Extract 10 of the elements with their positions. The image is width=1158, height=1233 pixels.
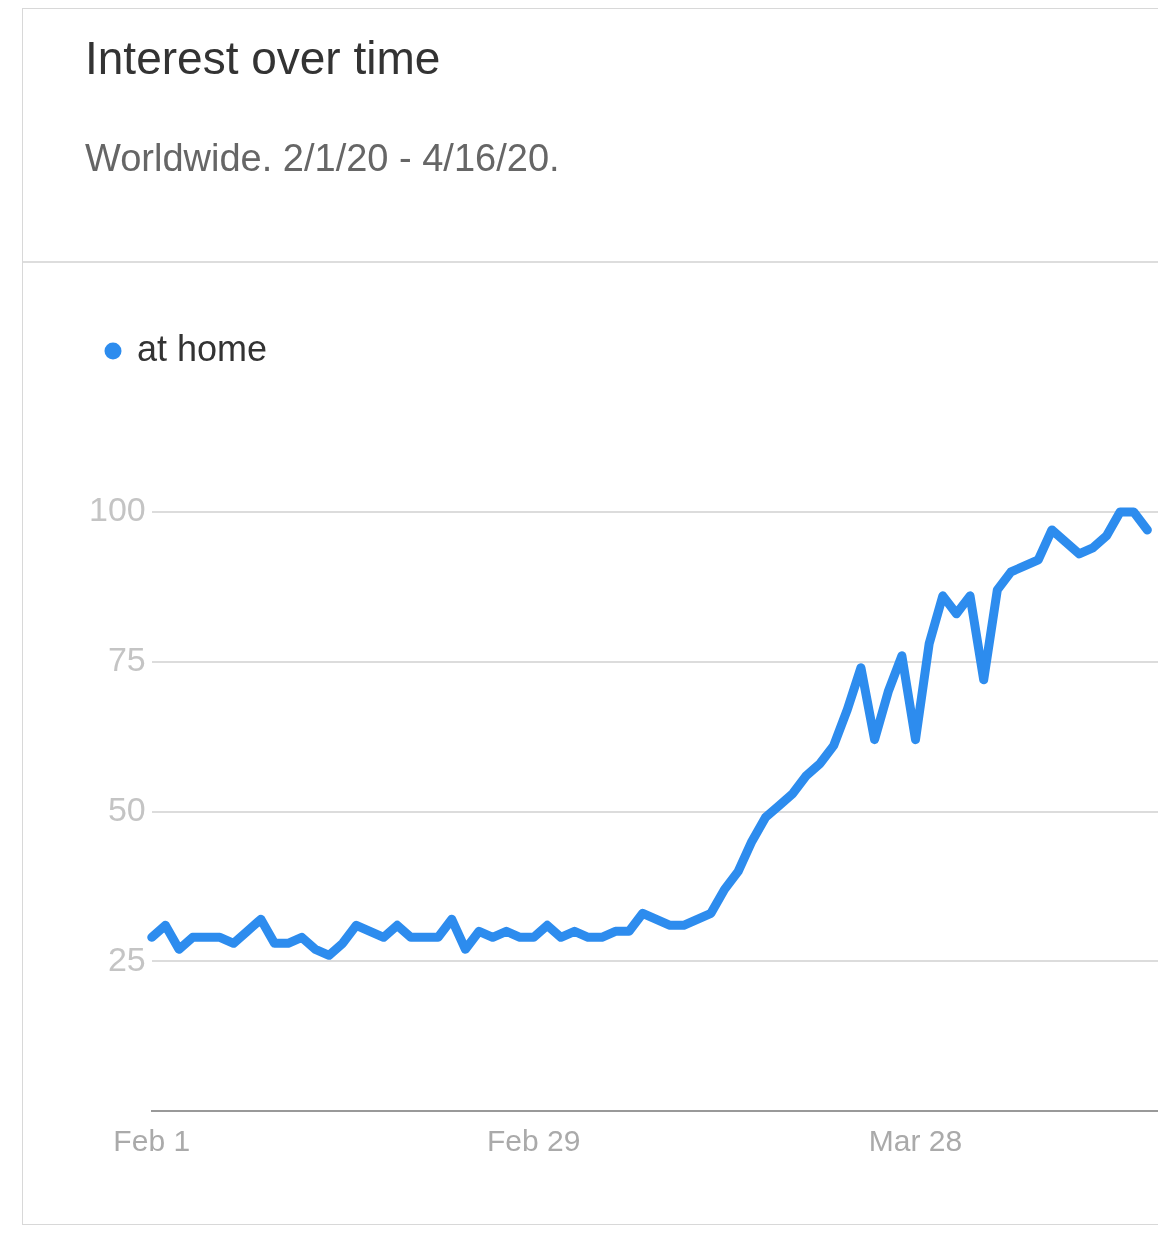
y-tick-label: 25 [107,939,146,978]
y-tick-label: 50 [107,789,146,828]
y-tick-label: 75 [107,640,146,679]
x-tick-label: Feb 1 [113,1124,191,1158]
legend-label: at home [137,327,268,369]
x-tick-label: Mar 28 [868,1124,963,1158]
chart-subtitle: Worldwide. 2/1/20 - 4/16/20. [85,137,560,180]
chart-title: Interest over time [85,31,441,85]
y-tick-label: 100 [88,490,146,529]
x-tick-label: Feb 29 [486,1124,581,1158]
